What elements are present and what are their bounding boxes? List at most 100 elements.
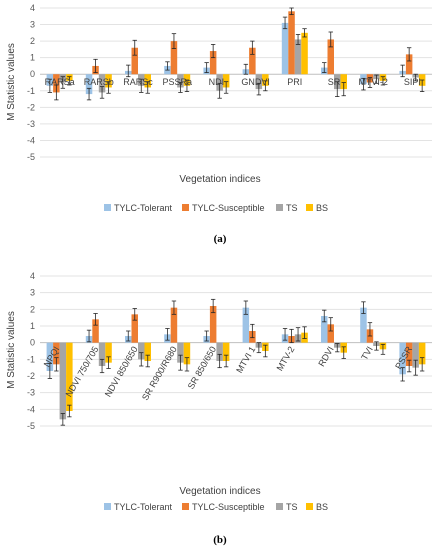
legend-swatch — [104, 204, 111, 211]
y-tick-label: 0 — [30, 69, 35, 79]
bar-tylc-susceptible — [53, 342, 60, 365]
y-tick-label: 0 — [30, 338, 35, 348]
bar-bs — [301, 32, 308, 75]
chart-b-ylabel: M Statistic values — [6, 311, 17, 389]
legend-swatch — [182, 204, 189, 211]
bar-ts — [177, 74, 184, 88]
bar-tylc-susceptible — [209, 306, 217, 343]
bar-tylc-susceptible — [131, 47, 138, 75]
chart-b-xlabel: Vegetation indices — [179, 486, 260, 497]
category-label: PRI — [287, 77, 302, 87]
bar-tylc-tolerant — [242, 307, 250, 343]
category-label: RARSc — [123, 77, 153, 87]
y-tick-label: 4 — [30, 3, 35, 13]
bar-tylc-susceptible — [92, 319, 99, 343]
legend-swatch — [306, 204, 313, 211]
y-tick-label: -1 — [27, 86, 35, 96]
bar-tylc-susceptible — [405, 54, 413, 75]
y-tick-label: -4 — [27, 404, 35, 414]
category-label: RARSb — [84, 77, 114, 87]
chart-panel-a: M Statistic values 4 3 2 1 0 -1 -2 -3 -4 -5 RARSa… — [6, 3, 432, 245]
y-tick-label: -2 — [27, 102, 35, 112]
bar-bs — [105, 342, 112, 363]
y-tick-label: 4 — [30, 271, 35, 281]
bar-bs — [418, 342, 426, 365]
bar-ts — [412, 342, 419, 368]
category-label: PSSRa — [162, 77, 192, 87]
category-label: RDVI — [316, 345, 335, 369]
y-tick-label: -1 — [27, 354, 35, 364]
category-label: GNDVI — [241, 77, 270, 87]
y-tick-label: -3 — [27, 119, 35, 129]
legend-swatch — [276, 204, 283, 211]
category-label: MTVI-2 — [358, 77, 388, 87]
category-label: SIPI — [404, 77, 421, 87]
legend-label: TS — [286, 502, 298, 512]
bar-bs — [262, 74, 269, 86]
y-tick-label: -5 — [27, 421, 35, 431]
legend-label: BS — [316, 203, 328, 213]
bar-bs — [66, 342, 73, 411]
bar-ts — [216, 342, 223, 361]
bar-bs — [183, 342, 191, 365]
category-label: RARSa — [45, 77, 75, 87]
bar-ts — [138, 342, 145, 360]
chart-a-y-ticks: 4 3 2 1 0 -1 -2 -3 -4 -5 — [27, 3, 35, 162]
bar-tylc-susceptible — [327, 39, 334, 75]
bar-bs — [144, 74, 151, 88]
bar-ts — [177, 342, 184, 363]
bar-bs — [340, 74, 347, 90]
chart-b-panel-label: (b) — [213, 534, 227, 546]
bar-tylc-susceptible — [327, 324, 334, 343]
bar-tylc-susceptible — [209, 51, 217, 75]
bar-tylc-susceptible — [53, 74, 60, 93]
y-tick-label: 2 — [30, 36, 35, 46]
chart-b-y-ticks: 4 3 2 1 0 -1 -2 -3 -4 -5 — [27, 271, 35, 431]
chart-a-category-labels: RARSa RARSb RARSc PSSRa NDI GNDVI PRI SR MTVI-2 S… — [45, 77, 421, 87]
legend-label: TYLC-Tolerant — [114, 502, 173, 512]
bar-bs — [222, 342, 230, 361]
chart-a-panel-label: (a) — [214, 233, 227, 245]
bar-tylc-tolerant — [85, 74, 93, 95]
legend-swatch — [182, 503, 189, 510]
y-tick-label: 1 — [30, 321, 35, 331]
legend-swatch — [104, 503, 111, 510]
bar-tylc-tolerant — [281, 22, 289, 75]
bar-tylc-tolerant — [399, 342, 406, 375]
y-tick-label: 1 — [30, 53, 35, 63]
chart-a-legend: TYLC-Tolerant TYLC-Susceptible TS BS — [104, 203, 328, 213]
category-label: SR — [328, 77, 341, 87]
bar-bs — [105, 74, 112, 88]
y-tick-label: -2 — [27, 371, 35, 381]
bar-ts — [98, 342, 106, 366]
category-label: SR 850/650 — [186, 345, 218, 391]
bar-tylc-tolerant — [360, 307, 367, 343]
chart-a-xlabel: Vegetation indices — [179, 174, 260, 185]
bar-tylc-susceptible — [170, 41, 178, 75]
legend-label: TYLC-Susceptible — [192, 502, 265, 512]
bar-tylc-tolerant — [46, 342, 54, 371]
category-label: NDI — [209, 77, 225, 87]
y-tick-label: -3 — [27, 388, 35, 398]
bar-tylc-susceptible — [249, 47, 256, 75]
bar-tylc-susceptible — [288, 11, 295, 75]
y-tick-label: 3 — [30, 20, 35, 30]
bar-ts — [294, 39, 302, 75]
chart-b-bars — [46, 298, 426, 426]
bar-ts — [59, 342, 67, 420]
y-tick-label: 3 — [30, 288, 35, 298]
bar-tylc-susceptible — [131, 314, 138, 343]
category-label: MTV-2 — [275, 345, 297, 373]
y-tick-label: -5 — [27, 152, 35, 162]
legend-label: BS — [316, 502, 328, 512]
bar-ts — [216, 74, 223, 91]
chart-a-gridlines — [40, 7, 432, 158]
legend-label: TYLC-Susceptible — [192, 203, 265, 213]
bar-bs — [222, 74, 230, 88]
bar-tylc-tolerant — [321, 316, 328, 343]
chart-a-bars — [46, 7, 426, 101]
y-tick-label: -4 — [27, 135, 35, 145]
bar-bs — [144, 342, 151, 361]
